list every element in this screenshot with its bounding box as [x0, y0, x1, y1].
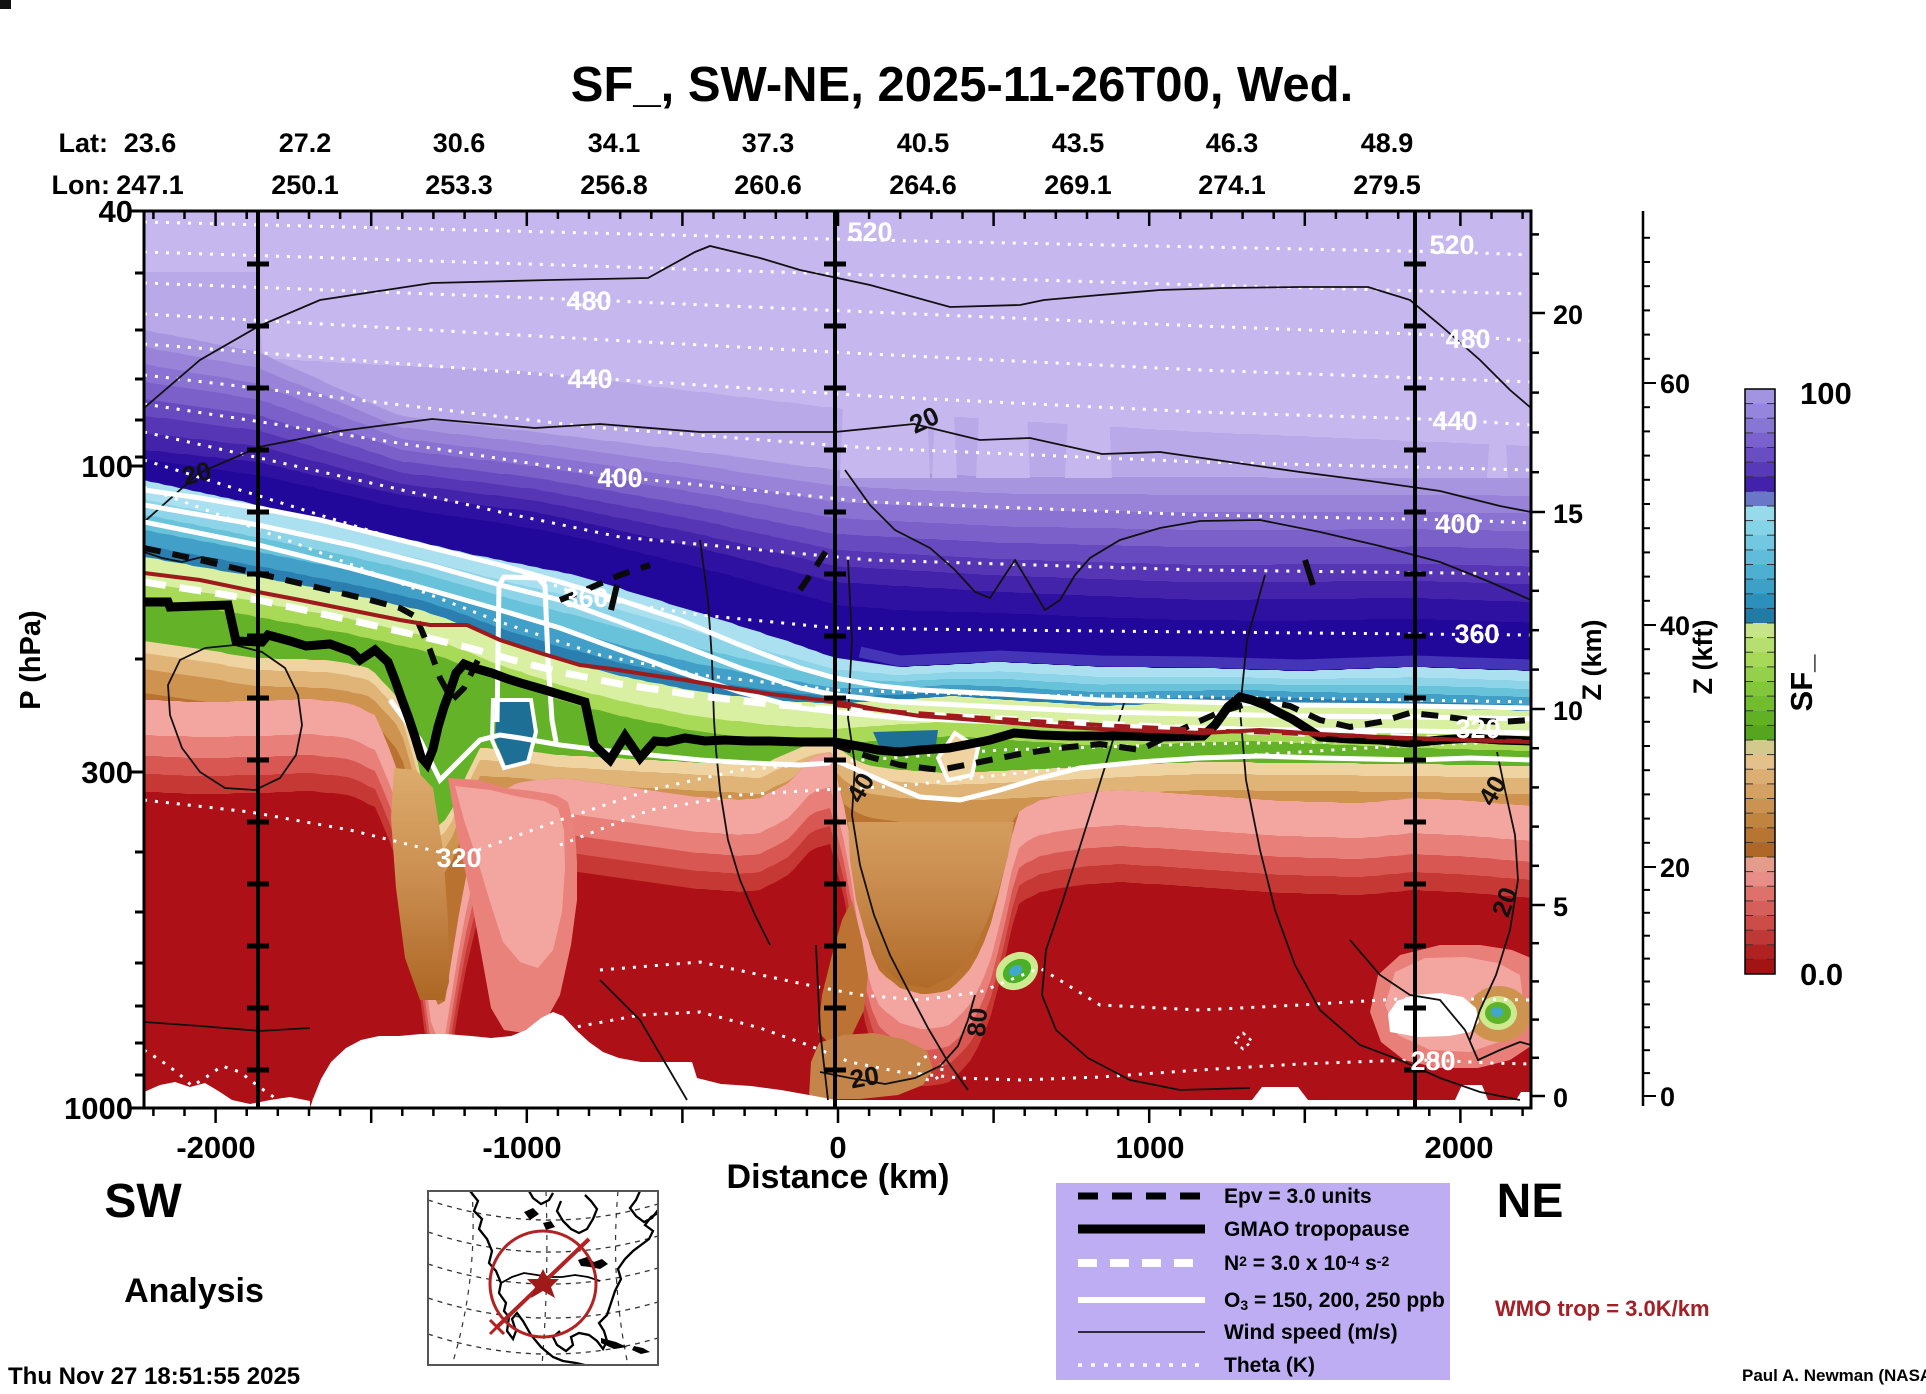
svg-text:Z (kft): Z (kft) — [1688, 620, 1718, 695]
svg-text:20: 20 — [1660, 853, 1690, 883]
svg-text:20: 20 — [848, 1060, 882, 1095]
svg-text:253.3: 253.3 — [425, 170, 493, 200]
svg-text:260.6: 260.6 — [734, 170, 802, 200]
svg-text:80: 80 — [961, 1007, 993, 1038]
svg-text:20: 20 — [1553, 300, 1583, 330]
svg-text:360: 360 — [1454, 619, 1499, 649]
svg-text:440: 440 — [567, 364, 612, 394]
svg-text:40: 40 — [1660, 611, 1690, 641]
svg-text:N2 = 3.0 x 10-4 s-2: N2 = 3.0 x 10-4 s-2 — [1224, 1252, 1389, 1275]
svg-text:279.5: 279.5 — [1353, 170, 1421, 200]
svg-text:250.1: 250.1 — [271, 170, 339, 200]
svg-text:320: 320 — [436, 843, 481, 873]
svg-text:SF_: SF_ — [1784, 654, 1819, 712]
svg-text:10: 10 — [1553, 696, 1583, 726]
svg-text:264.6: 264.6 — [889, 170, 957, 200]
svg-text:30.6: 30.6 — [433, 128, 486, 158]
svg-text:-1000: -1000 — [482, 1130, 561, 1165]
svg-text:Paul A. Newman (NASA: Paul A. Newman (NASA — [1742, 1366, 1926, 1385]
svg-text:Epv = 3.0 units: Epv = 3.0 units — [1224, 1185, 1372, 1208]
svg-text:Thu Nov 27 18:51:55 2025: Thu Nov 27 18:51:55 2025 — [8, 1363, 300, 1390]
svg-text:P (hPa): P (hPa) — [15, 610, 47, 709]
svg-text:Z (km): Z (km) — [1577, 620, 1607, 701]
svg-text:46.3: 46.3 — [1206, 128, 1259, 158]
svg-text:2000: 2000 — [1425, 1130, 1494, 1165]
svg-text:274.1: 274.1 — [1198, 170, 1266, 200]
svg-text:Lat:: Lat: — [59, 128, 109, 158]
svg-text:1000: 1000 — [1116, 1130, 1185, 1165]
svg-text:NE: NE — [1497, 1175, 1564, 1228]
svg-text:256.8: 256.8 — [580, 170, 648, 200]
svg-text:40.5: 40.5 — [897, 128, 950, 158]
svg-text:Analysis: Analysis — [124, 1272, 264, 1310]
svg-text:280: 280 — [1410, 1046, 1455, 1076]
svg-text:SW: SW — [104, 1175, 182, 1228]
svg-text:1000: 1000 — [64, 1091, 133, 1126]
svg-text:43.5: 43.5 — [1052, 128, 1105, 158]
svg-text:60: 60 — [1660, 369, 1690, 399]
svg-text:-2000: -2000 — [176, 1130, 255, 1165]
svg-text:Lon:: Lon: — [52, 170, 110, 200]
svg-text:34.1: 34.1 — [588, 128, 641, 158]
svg-text:360: 360 — [563, 583, 608, 613]
svg-text:5: 5 — [1553, 892, 1568, 922]
svg-text:0.0: 0.0 — [1800, 957, 1843, 992]
svg-text:0: 0 — [1553, 1083, 1568, 1113]
svg-text:Wind speed (m/s): Wind speed (m/s) — [1224, 1321, 1398, 1344]
svg-text:400: 400 — [597, 463, 642, 493]
svg-text:48.9: 48.9 — [1361, 128, 1414, 158]
svg-text:SF_, SW-NE, 2025-11-26T00, Wed: SF_, SW-NE, 2025-11-26T00, Wed. — [571, 58, 1353, 112]
svg-text:15: 15 — [1553, 499, 1583, 529]
svg-text:40: 40 — [99, 194, 133, 229]
svg-text:WMO trop = 3.0K/km: WMO trop = 3.0K/km — [1495, 1296, 1710, 1321]
svg-text:520: 520 — [847, 217, 892, 247]
svg-text:247.1: 247.1 — [116, 170, 184, 200]
svg-text:27.2: 27.2 — [279, 128, 332, 158]
svg-text:320: 320 — [1455, 714, 1500, 744]
svg-text:0: 0 — [1660, 1082, 1675, 1112]
svg-text:37.3: 37.3 — [742, 128, 795, 158]
svg-text:Distance (km): Distance (km) — [727, 1158, 950, 1196]
svg-text:440: 440 — [1432, 406, 1477, 436]
svg-text:23.6: 23.6 — [124, 128, 177, 158]
svg-text:GMAO tropopause: GMAO tropopause — [1224, 1218, 1410, 1241]
svg-text:100: 100 — [81, 449, 133, 484]
svg-text:480: 480 — [566, 286, 611, 316]
svg-text:480: 480 — [1445, 324, 1490, 354]
svg-text:Theta (K): Theta (K) — [1224, 1354, 1315, 1377]
svg-text:269.1: 269.1 — [1044, 170, 1112, 200]
svg-text:520: 520 — [1429, 230, 1474, 260]
svg-text:100: 100 — [1800, 376, 1852, 411]
svg-text:0: 0 — [829, 1130, 846, 1165]
svg-text:400: 400 — [1435, 509, 1480, 539]
svg-text:300: 300 — [81, 755, 133, 790]
svg-text:O3 = 150, 200, 250 ppb: O3 = 150, 200, 250 ppb — [1224, 1289, 1445, 1313]
